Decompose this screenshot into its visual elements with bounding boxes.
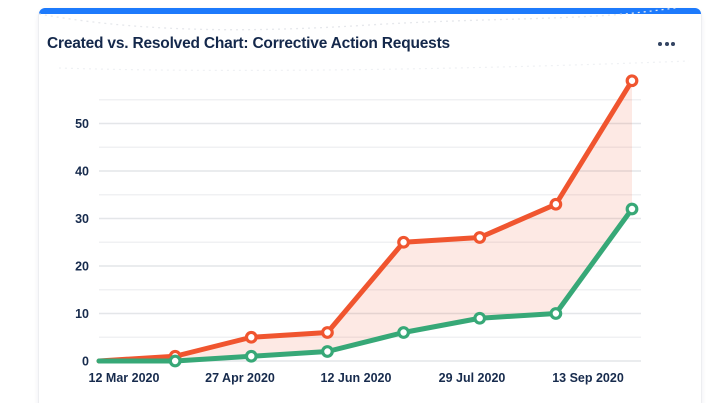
more-options-button[interactable]	[656, 38, 677, 50]
y-axis-tick-label: 30	[75, 212, 89, 226]
data-point-resolved[interactable]	[397, 326, 410, 339]
gadget-title: Created vs. Resolved Chart: Corrective A…	[47, 35, 450, 52]
y-axis-tick-label: 20	[75, 259, 89, 273]
data-point-created[interactable]	[397, 235, 410, 249]
y-axis-tick-label: 0	[82, 354, 89, 368]
x-axis-tick-label: 13 Sep 2020	[552, 371, 624, 385]
data-point-created[interactable]	[321, 326, 334, 339]
data-point-resolved[interactable]	[625, 202, 639, 216]
data-point-created[interactable]	[473, 231, 487, 244]
y-axis-tick-label: 40	[75, 164, 89, 178]
y-axis-tick-label: 50	[75, 117, 89, 131]
y-axis-tick-label: 10	[75, 307, 89, 321]
data-point-resolved[interactable]	[168, 354, 182, 368]
created-vs-resolved-gadget: Created vs. Resolved Chart: Corrective A…	[38, 8, 702, 403]
data-point-resolved[interactable]	[244, 349, 258, 363]
gadget-header: Created vs. Resolved Chart: Corrective A…	[47, 35, 677, 53]
data-point-created[interactable]	[549, 197, 563, 211]
series-area-fill	[99, 80, 632, 361]
x-axis-tick-label: 29 Jul 2020	[439, 371, 506, 385]
data-point-resolved[interactable]	[321, 345, 334, 358]
data-point-resolved[interactable]	[549, 307, 563, 320]
ellipsis-icon	[658, 42, 675, 46]
series-line-created	[96, 78, 635, 364]
created-vs-resolved-chart[interactable]: 0 10 20 30 40 50 12 Mar 2020 27 Apr 2020 12 Jun …	[39, 8, 703, 403]
series-line-resolved	[96, 206, 635, 364]
data-point-created[interactable]	[244, 330, 258, 344]
data-point-resolved[interactable]	[473, 311, 487, 325]
x-axis-tick-label: 12 Jun 2020	[321, 371, 392, 385]
x-axis-tick-label: 27 Apr 2020	[205, 371, 275, 385]
x-axis-tick-label: 12 Mar 2020	[89, 371, 160, 385]
data-point-created[interactable]	[625, 74, 639, 88]
